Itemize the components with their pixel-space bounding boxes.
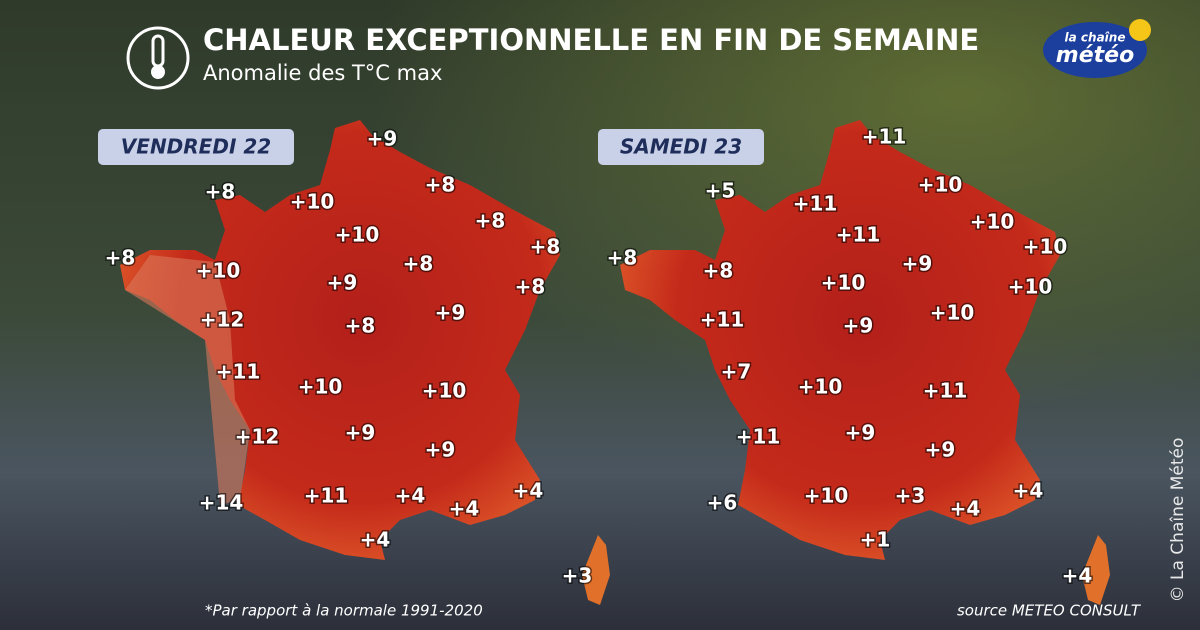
anomaly-label: +12 <box>200 308 245 332</box>
title: CHALEUR EXCEPTIONNELLE EN FIN DE SEMAINE <box>203 23 979 57</box>
anomaly-label: +8 <box>530 235 561 259</box>
day-badge <box>598 129 764 165</box>
anomaly-label: +9 <box>367 127 398 151</box>
anomaly-label: +9 <box>435 301 466 325</box>
anomaly-label: +8 <box>515 275 546 299</box>
anomaly-label: +8 <box>703 259 734 283</box>
anomaly-label: +10 <box>335 223 380 247</box>
anomaly-label: +10 <box>970 210 1015 234</box>
anomaly-label: +9 <box>925 438 956 462</box>
anomaly-label: +9 <box>902 252 933 276</box>
anomaly-label: +4 <box>395 484 426 508</box>
day-badge <box>98 129 294 165</box>
logo-top: la chaîne <box>1065 31 1126 45</box>
anomaly-label: +9 <box>345 421 376 445</box>
anomaly-label: +4 <box>950 497 981 521</box>
subtitle: Anomalie des T°C max <box>203 61 442 85</box>
anomaly-label: +4 <box>449 497 480 521</box>
anomaly-label: +11 <box>793 192 838 216</box>
anomaly-label: +14 <box>199 491 244 515</box>
anomaly-label: +11 <box>923 379 968 403</box>
anomaly-label: +10 <box>804 484 849 508</box>
anomaly-label: +8 <box>205 180 236 204</box>
anomaly-label: +10 <box>422 379 467 403</box>
day-label: VENDREDI 22 <box>121 135 271 159</box>
anomaly-label: +3 <box>895 484 926 508</box>
anomaly-label: +4 <box>513 479 544 503</box>
anomaly-label: +9 <box>327 271 358 295</box>
footnote: *Par rapport à la normale 1991-2020 <box>205 602 483 620</box>
anomaly-label: +9 <box>845 421 876 445</box>
anomaly-label: +10 <box>298 375 343 399</box>
source: source METEO CONSULT <box>957 602 1142 620</box>
anomaly-label: +11 <box>304 484 349 508</box>
anomaly-label: +10 <box>1023 235 1068 259</box>
thermometer-icon <box>126 26 190 90</box>
anomaly-label: +5 <box>705 179 736 203</box>
anomaly-label: +8 <box>607 246 638 270</box>
labels: +9 +8 +10 +8 +8 +10 +8 +8 +10 +8 +9 +8 +12 +9 +8 +11 +10… <box>103 123 1094 589</box>
anomaly-label: +8 <box>475 209 506 233</box>
anomaly-label: +8 <box>105 246 136 270</box>
anomaly-label: +10 <box>290 190 335 214</box>
anomaly-label: +12 <box>235 425 280 449</box>
anomaly-label: +10 <box>821 271 866 295</box>
anomaly-label: +4 <box>360 528 391 552</box>
day-label: SAMEDI 23 <box>620 135 742 159</box>
anomaly-label: +11 <box>700 308 745 332</box>
anomaly-label: +8 <box>403 252 434 276</box>
anomaly-label: +8 <box>425 173 456 197</box>
anomaly-label: +1 <box>860 528 891 552</box>
anomaly-label: +11 <box>836 223 881 247</box>
anomaly-label: +10 <box>196 259 241 283</box>
copyright: © La Chaîne Météo <box>1168 438 1188 603</box>
logo: la chaîne météo <box>1043 19 1151 78</box>
anomaly-label: +4 <box>1013 479 1044 503</box>
anomaly-label: +8 <box>345 314 376 338</box>
anomaly-label: +10 <box>918 173 963 197</box>
anomaly-label: +6 <box>707 491 738 515</box>
anomaly-label: +9 <box>425 438 456 462</box>
anomaly-label: +3 <box>562 564 593 588</box>
anomaly-label: +11 <box>862 125 907 149</box>
map-vendredi <box>120 120 610 605</box>
anomaly-label: +10 <box>1008 275 1053 299</box>
anomaly-label: +4 <box>1062 564 1093 588</box>
anomaly-label: +10 <box>930 301 975 325</box>
logo-main: météo <box>1056 43 1134 68</box>
anomaly-label: +9 <box>843 314 874 338</box>
anomaly-label: +10 <box>798 375 843 399</box>
anomaly-label: +11 <box>736 425 781 449</box>
anomaly-label: +7 <box>721 360 752 384</box>
anomaly-label: +11 <box>216 360 261 384</box>
